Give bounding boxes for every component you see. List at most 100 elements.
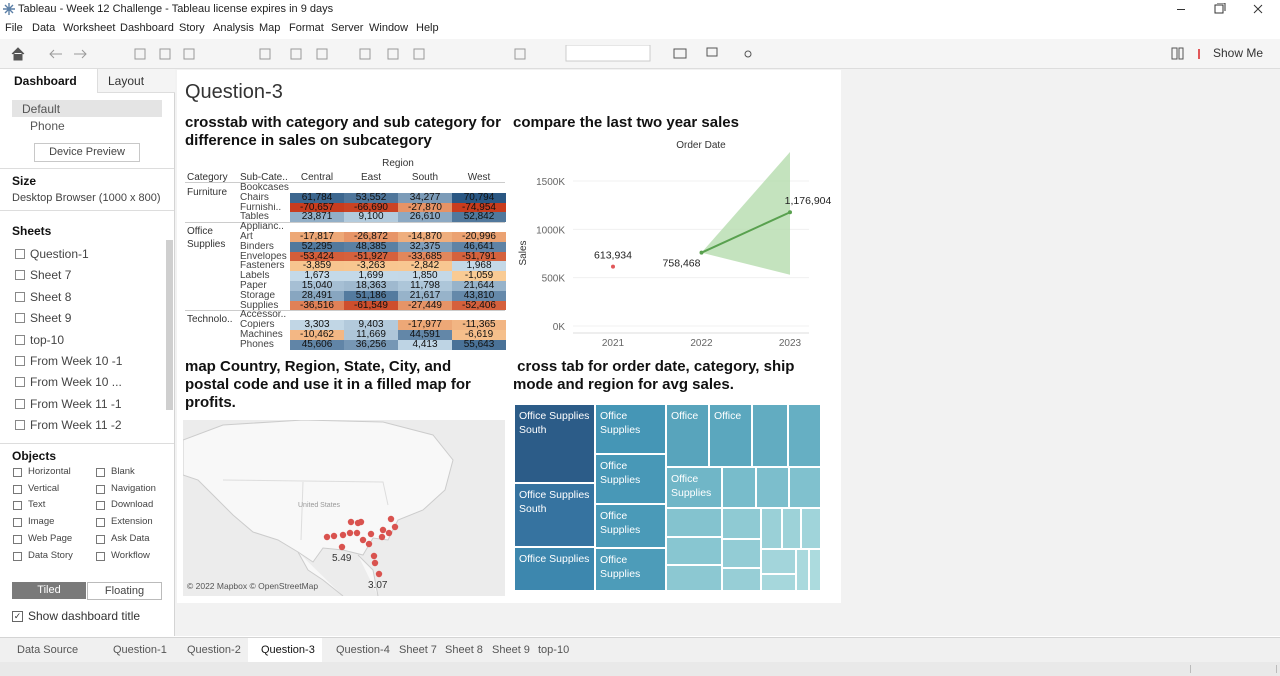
cell-bg <box>452 261 506 272</box>
toolbar-icons[interactable] <box>8 45 768 63</box>
sheet-tab[interactable]: Sheet 9 <box>492 644 530 656</box>
sidebar-tab[interactable]: Layout <box>108 74 145 88</box>
object-item[interactable]: Text <box>28 499 46 511</box>
menu-item[interactable]: Map <box>259 22 281 34</box>
object-item[interactable]: Ask Data <box>111 532 150 544</box>
sheet-tab[interactable]: Sheet 7 <box>399 644 437 656</box>
menu-item[interactable]: Server <box>331 22 364 34</box>
device-item[interactable]: Default <box>22 102 61 116</box>
treemap-tile[interactable] <box>666 565 722 591</box>
sheet-tab[interactable]: top-10 <box>538 644 570 656</box>
cell-bg <box>452 320 506 330</box>
sheet-item[interactable]: Sheet 9 <box>30 311 72 326</box>
treemap-tile[interactable]: Office Supplies <box>595 454 666 504</box>
menu-item[interactable]: Worksheet <box>63 22 116 34</box>
object-item[interactable]: Workflow <box>111 549 150 561</box>
object-item[interactable]: Data Story <box>28 549 73 561</box>
treemap-tile[interactable]: Office Supplies South <box>514 404 595 483</box>
checkbox-label[interactable]: Show dashboard title <box>28 609 141 623</box>
sheet-tab[interactable]: Data Source <box>17 644 79 656</box>
treemap-tile[interactable] <box>666 508 722 537</box>
menu-item[interactable]: Data <box>32 22 56 34</box>
toolbar: Show Me <box>0 39 1280 69</box>
treemap-tile[interactable] <box>722 568 761 591</box>
treemap-tile[interactable]: Office <box>709 404 752 467</box>
sheet-tab[interactable]: Question-4 <box>336 644 390 656</box>
object-item[interactable]: Navigation <box>111 482 156 494</box>
treemap-tile[interactable]: Office <box>666 404 709 467</box>
menu-item[interactable]: Analysis <box>213 22 254 34</box>
treemap-tile[interactable] <box>722 467 756 508</box>
sheet-item[interactable]: Question-1 <box>30 247 89 261</box>
window-controls[interactable] <box>1170 3 1270 16</box>
cell-value: -3,263 <box>356 260 386 272</box>
object-item[interactable]: Download <box>111 499 154 511</box>
scrollbar[interactable] <box>166 240 173 410</box>
sheet-tab[interactable]: Question-1 <box>113 644 167 656</box>
object-item[interactable]: Image <box>28 516 55 528</box>
treemap-tile[interactable]: Office Supplies South <box>514 483 595 547</box>
map[interactable]: United States 5.49 3.07 © 2022 Mapbox © … <box>183 420 505 596</box>
object-item[interactable]: Vertical <box>28 482 60 494</box>
cell-value: 11,798 <box>410 280 440 291</box>
sheet-tab[interactable]: Question-2 <box>187 644 241 656</box>
device-item[interactable]: Phone <box>30 119 65 133</box>
status-controls[interactable] <box>1190 665 1277 673</box>
sheet-item[interactable]: Sheet 7 <box>30 268 72 283</box>
treemap-tile[interactable] <box>761 574 796 591</box>
menu-item[interactable]: Window <box>369 22 409 34</box>
menu-item[interactable]: Dashboard <box>120 22 174 34</box>
treemap-tile[interactable] <box>761 508 782 549</box>
y-tick-label: 1000K <box>536 225 565 236</box>
treemap-tile[interactable]: Office Supplies <box>595 504 666 548</box>
object-icon <box>13 534 22 544</box>
floating-button[interactable]: Floating <box>87 582 162 600</box>
treemap-tile[interactable] <box>756 467 789 508</box>
menu-item[interactable]: Format <box>289 22 324 34</box>
object-item[interactable]: Blank <box>111 466 135 477</box>
menu-item[interactable]: Story <box>179 22 205 34</box>
cell-value: 1,850 <box>412 270 438 282</box>
sheet-item[interactable]: top-10 <box>30 332 65 347</box>
treemap-tile[interactable] <box>722 539 761 568</box>
treemap-tile[interactable] <box>761 549 796 574</box>
menu-item[interactable]: File <box>5 22 23 34</box>
treemap-tile[interactable] <box>796 549 809 591</box>
cell-value: 48,385 <box>355 240 387 252</box>
title-bar: Tableau - Week 12 Challenge - Tableau li… <box>0 0 1280 19</box>
treemap-tile[interactable]: Office Supplies <box>514 547 595 591</box>
sidebar-tab-active[interactable]: Dashboard <box>14 74 77 88</box>
sheet-item[interactable]: From Week 10 ... <box>30 375 122 390</box>
device-preview-button[interactable]: Device Preview <box>34 143 140 162</box>
sheet-item[interactable]: Sheet 8 <box>30 289 72 304</box>
object-item[interactable]: Extension <box>111 516 153 528</box>
treemap-tile[interactable]: Office Supplies <box>595 548 666 591</box>
sheet-item[interactable]: From Week 10 -1 <box>30 354 123 368</box>
column-label: South <box>411 172 439 183</box>
object-item[interactable]: Horizontal <box>28 466 71 477</box>
tiled-button[interactable]: Tiled <box>12 582 86 599</box>
sheet-tab[interactable]: Sheet 8 <box>445 644 483 656</box>
treemap-tile[interactable] <box>666 537 722 565</box>
cell-bg <box>452 300 506 311</box>
sheet-item[interactable]: From Week 11 -1 <box>30 396 122 411</box>
treemap-tile[interactable] <box>788 404 821 467</box>
show-me[interactable]: Show Me <box>1213 46 1264 60</box>
checkbox[interactable]: ✓ <box>12 611 23 622</box>
treemap-tile[interactable] <box>809 549 821 591</box>
sheet-item[interactable]: From Week 11 -2 <box>30 418 122 433</box>
treemap-tile[interactable] <box>752 404 788 467</box>
object-item[interactable]: Web Page <box>28 532 73 544</box>
treemap-tile[interactable] <box>789 467 821 508</box>
cell-value: 55,643 <box>463 338 495 350</box>
treemap-tile[interactable] <box>782 508 801 549</box>
treemap-tile[interactable]: Office Supplies <box>666 467 722 508</box>
x-tick-label: 2021 <box>602 338 625 349</box>
treemap-tile[interactable] <box>722 508 761 539</box>
toolbar-icon[interactable] <box>1170 46 1200 61</box>
size-dropdown[interactable]: Desktop Browser (1000 x 800) <box>12 192 161 204</box>
menu-item[interactable]: Help <box>416 22 439 34</box>
sheet-tab[interactable]: Question-3 <box>261 644 315 656</box>
treemap-tile[interactable] <box>801 508 821 549</box>
treemap-tile[interactable]: Office Supplies <box>595 404 666 454</box>
